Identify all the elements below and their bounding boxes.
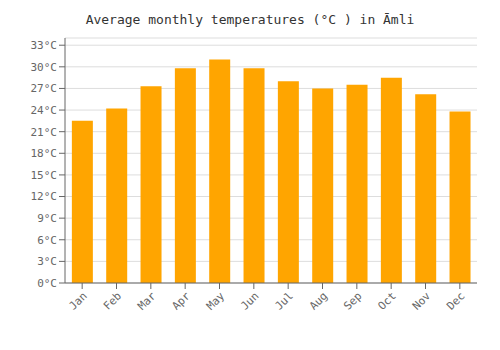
svg-text:Oct: Oct [376,289,399,312]
svg-text:33°C: 33°C [31,39,58,52]
svg-text:Nov: Nov [410,289,434,313]
svg-text:Sep: Sep [341,289,364,312]
svg-text:Feb: Feb [101,289,124,312]
html-text:Average monthly temperatures (: Average monthly temperatures (°C ) in Ām… [85,12,415,27]
svg-text:12°C: 12°C [31,190,58,203]
svg-text:15°C: 15°C [31,169,58,182]
svg-text:30°C: 30°C [31,61,58,74]
svg-text:9°C: 9°C [37,212,57,225]
svg-text:0°C: 0°C [37,277,57,290]
svg-text:3°C: 3°C [37,255,57,268]
svg-text:24°C: 24°C [31,104,58,117]
svg-text:Jan: Jan [67,289,90,312]
svg-text:May: May [204,289,228,313]
svg-text:Dec: Dec [444,289,467,312]
svg-text:Jun: Jun [238,289,261,312]
svg-text:Apr: Apr [170,289,194,313]
svg-text:21°C: 21°C [31,126,58,139]
svg-text:Jul: Jul [273,289,296,312]
svg-text:Mar: Mar [135,289,159,313]
svg-text:18°C: 18°C [31,147,58,160]
svg-text:Aug: Aug [307,289,330,312]
svg-text:6°C: 6°C [37,234,57,247]
svg-text:27°C: 27°C [31,82,58,95]
